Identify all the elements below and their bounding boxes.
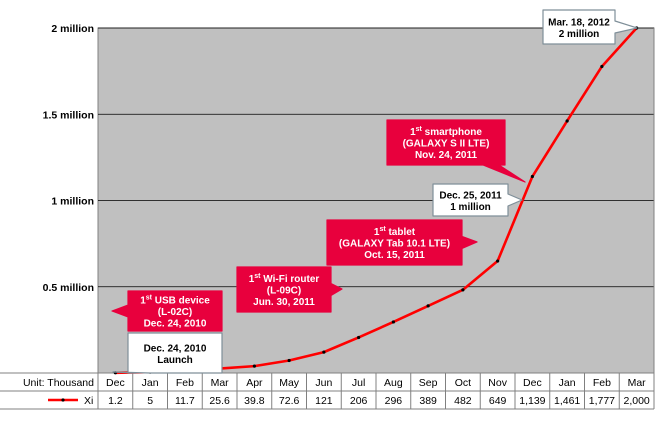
data-point-10 [461,288,465,292]
x-tick-label-11: Nov [488,377,507,389]
y-tick-label-3: 2 million [51,23,94,35]
annotation-2-ordinal: 1 [249,274,255,285]
data-label-1: 5 [147,395,153,407]
x-tick-label-10: Oct [455,377,471,389]
annotation-1-line-0: 1st USB device [140,295,210,307]
annotation-5-line-0: 1st smartphone [410,126,482,138]
data-point-8 [391,320,395,324]
annotation-5-ordinal: 1 [410,127,416,138]
annotation-2-superscript: st [254,273,261,280]
data-point-13 [565,119,569,123]
data-point-14 [600,64,604,69]
data-label-7: 206 [350,395,368,407]
annotation-4-line-1: 1 million [450,202,491,213]
unit-label: Unit: Thousand [23,377,94,389]
annotation-2-line-1: (L-09C) [267,286,301,297]
data-label-12: 1,139 [519,395,545,407]
x-tick-label-1: Jan [142,377,159,389]
data-point-4 [252,364,256,368]
annotation-callout-5 [386,119,526,183]
x-tick-label-6: Jun [315,377,332,389]
data-label-5: 72.6 [279,395,300,407]
annotation-callout-6 [542,9,638,45]
annotation-3-line-1: (GALAXY Tab 10.1 LTE) [339,239,450,250]
annotation-1-line-2: Dec. 24, 2010 [144,319,207,330]
annotation-5-line-1: (GALAXY S II LTE) [403,139,490,150]
annotation-callout-4 [432,183,523,217]
data-label-14: 1,777 [589,395,615,407]
data-point-12 [530,174,534,179]
annotation-3-text: tablet [386,227,416,238]
annotation-6-line-0: Mar. 18, 2012 [548,17,610,28]
data-point-6 [322,350,326,354]
data-label-8: 296 [385,395,403,407]
annotation-callout-0 [112,332,223,374]
x-tick-label-2: Feb [176,377,194,389]
annotation-5-superscript: st [416,126,423,133]
data-point-5 [287,358,291,363]
annotation-callout-1 [111,290,223,332]
annotation-5-text: smartphone [422,127,482,138]
x-tick-label-9: Sep [419,377,438,389]
data-label-13: 1,461 [554,395,580,407]
data-label-11: 649 [489,395,507,407]
annotation-5-line-2: Nov. 24, 2011 [415,150,478,161]
annotation-1-line-1: (L-02C) [158,307,192,318]
y-tick-label-0: 0.5 million [43,282,94,294]
annotation-3-line-0: 1st tablet [374,226,416,238]
annotation-callout-2 [236,266,343,313]
annotation-3: 1st tablet(GALAXY Tab 10.1 LTE)Oct. 15, … [326,219,478,266]
annotation-4-line-0: Dec. 25, 2011 [439,190,502,201]
data-point-11 [496,259,500,263]
x-tick-label-13: Jan [559,377,576,389]
annotation-3-superscript: st [379,226,386,233]
x-tick-label-0: Dec [106,377,125,389]
data-point-9 [426,304,430,308]
x-tick-label-15: Mar [628,377,647,389]
annotation-2-line-2: Jun. 30, 2011 [253,297,315,308]
annotation-3-line-2: Oct. 15, 2011 [364,250,425,261]
data-label-6: 121 [315,395,333,407]
annotation-1-ordinal: 1 [140,296,146,307]
legend-label: Xi [84,395,93,407]
legend-marker [61,398,65,402]
data-label-0: 1.2 [108,395,123,407]
annotation-1: 1st USB device(L-02C)Dec. 24, 2010 [111,290,223,332]
x-tick-label-8: Aug [384,377,403,389]
annotation-1-superscript: st [146,295,153,302]
annotation-5: 1st smartphone(GALAXY S II LTE)Nov. 24, … [386,119,526,183]
data-label-2: 11.7 [175,395,195,407]
x-tick-label-3: Mar [211,377,230,389]
x-tick-label-7: Jul [352,377,365,389]
data-label-3: 25.6 [209,395,230,407]
y-tick-label-1: 1 million [51,196,94,208]
x-tick-label-5: May [279,377,300,389]
annotation-3-ordinal: 1 [374,227,380,238]
annotation-2-text: Wi-Fi router [261,274,320,285]
annotation-2-line-0: 1st Wi-Fi router [249,273,320,285]
data-label-10: 482 [454,395,472,407]
annotation-0-line-1: Launch [157,355,193,366]
annotation-2: 1st Wi-Fi router(L-09C)Jun. 30, 2011 [236,266,343,313]
data-label-4: 39.8 [244,395,265,407]
x-tick-label-14: Feb [593,377,611,389]
annotation-0-line-0: Dec. 24, 2010 [144,343,207,354]
annotation-6-line-1: 2 million [559,29,600,40]
x-tick-label-4: Apr [246,377,263,389]
data-label-15: 2,000 [623,395,649,407]
data-point-7 [357,335,361,340]
x-tick-label-12: Dec [523,377,542,389]
data-label-9: 389 [419,395,437,407]
y-tick-label-2: 1.5 million [43,109,94,121]
annotation-callout-3 [326,219,478,266]
annotation-1-text: USB device [152,296,210,307]
